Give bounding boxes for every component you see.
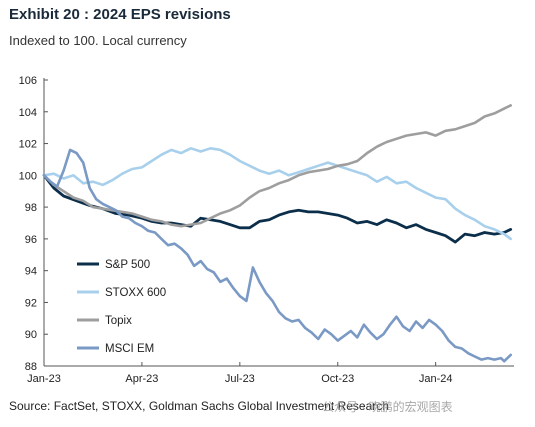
series-line-msci-em bbox=[42, 148, 512, 363]
legend-label: MSCI EM bbox=[105, 343, 154, 355]
y-tick-label: 106 bbox=[19, 75, 37, 87]
y-tick-label: 96 bbox=[25, 234, 37, 246]
axes: 88 90 92 94 96 98 100 102 104 106 Jan-23 Apr-23 Jul-… bbox=[19, 75, 514, 385]
x-tick-label: Jan-24 bbox=[419, 373, 453, 385]
chart-subtitle: Indexed to 100. Local currency bbox=[9, 33, 187, 48]
legend: S&P 500 STOXX 600 Topix MSCI EM bbox=[77, 259, 166, 355]
y-tick-label: 94 bbox=[25, 266, 37, 278]
x-tick-label: Jul-23 bbox=[225, 373, 255, 385]
y-tick-label: 102 bbox=[19, 139, 37, 151]
y-tick-label: 92 bbox=[25, 297, 37, 309]
y-tick-label: 88 bbox=[25, 361, 37, 373]
y-tick-label: 98 bbox=[25, 202, 37, 214]
x-tick-label: Oct-23 bbox=[321, 373, 354, 385]
series-line-stoxx-600 bbox=[42, 147, 512, 241]
y-tick-label: 100 bbox=[19, 170, 37, 182]
legend-label: S&P 500 bbox=[105, 259, 150, 271]
legend-label: STOXX 600 bbox=[105, 287, 166, 299]
chart-title: Exhibit 20 : 2024 EPS revisions bbox=[9, 6, 231, 23]
watermark: 公众号 · 晓鹏的宏观图表 bbox=[322, 400, 453, 414]
source-note: Source: FactSet, STOXX, Goldman Sachs Gl… bbox=[9, 399, 389, 413]
legend-label: Topix bbox=[105, 315, 132, 327]
x-tick-label: Jan-23 bbox=[27, 373, 61, 385]
y-tick-label: 104 bbox=[19, 107, 37, 119]
y-tick-label: 90 bbox=[25, 329, 37, 341]
series-lines bbox=[42, 104, 513, 363]
series-line-s-p-500 bbox=[42, 173, 513, 244]
series-line-topix bbox=[42, 104, 512, 228]
x-tick-label: Apr-23 bbox=[125, 373, 158, 385]
